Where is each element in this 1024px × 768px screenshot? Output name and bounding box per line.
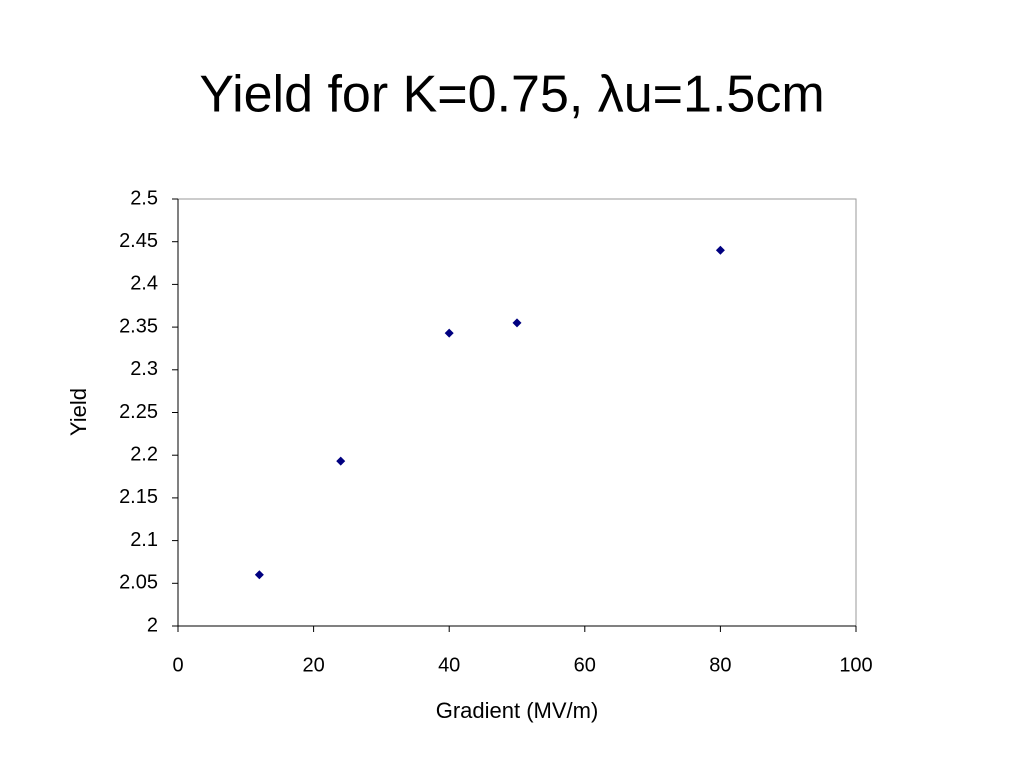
y-tick-label: 2.5 (130, 187, 158, 209)
y-tick-label: 2.05 (119, 572, 158, 594)
x-tick-label: 0 (172, 654, 183, 676)
y-tick-label: 2.3 (130, 358, 158, 380)
x-tick-label: 100 (839, 654, 872, 676)
y-tick-label: 2.15 (119, 486, 158, 508)
x-axis-label: Gradient (MV/m) (436, 698, 599, 723)
x-tick-label: 80 (709, 654, 731, 676)
y-tick-label: 2.25 (119, 401, 158, 423)
point (444, 328, 454, 338)
point (715, 245, 725, 255)
y-tick-label: 2.45 (119, 230, 158, 252)
point (512, 318, 522, 328)
point (254, 570, 264, 580)
x-tick-label: 40 (438, 654, 460, 676)
y-tick-label: 2.35 (119, 315, 158, 337)
y-tick-label: 2.1 (130, 529, 158, 551)
chart-title: Yield for K=0.75, λu=1.5cm (199, 66, 824, 124)
y-tick-label: 2 (147, 614, 158, 636)
y-tick-label: 2.4 (130, 273, 158, 295)
plot-frame (177, 198, 857, 627)
point (336, 456, 346, 466)
y-axis-label: Yield (66, 388, 91, 436)
x-tick-label: 60 (574, 654, 596, 676)
y-tick-label: 2.2 (130, 443, 158, 465)
x-tick-label: 20 (302, 654, 324, 676)
